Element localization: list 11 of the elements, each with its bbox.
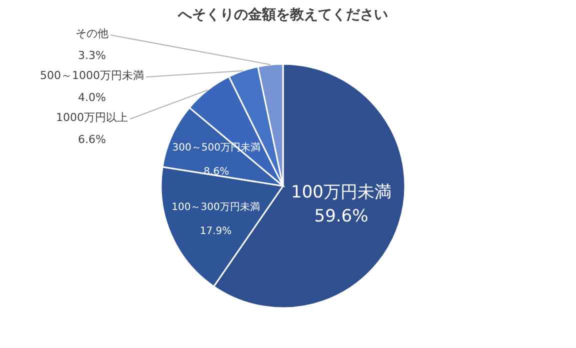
data-label: 6.6% (78, 133, 106, 146)
slice-label: 100万円未満 (291, 182, 392, 203)
slice-label: 500～1000万円未満 (40, 69, 144, 82)
data-label: 3.3% (78, 49, 106, 62)
slice-label: 100～300万円未満 (172, 200, 260, 213)
slice-label: 1000万円以上 (56, 111, 128, 124)
data-label: 17.9% (200, 226, 232, 237)
slice-label: その他 (76, 27, 108, 40)
data-label: 59.6% (314, 206, 368, 227)
data-label: 4.0% (78, 91, 106, 104)
chart-title: へそくりの金額を教えてください (177, 6, 388, 23)
